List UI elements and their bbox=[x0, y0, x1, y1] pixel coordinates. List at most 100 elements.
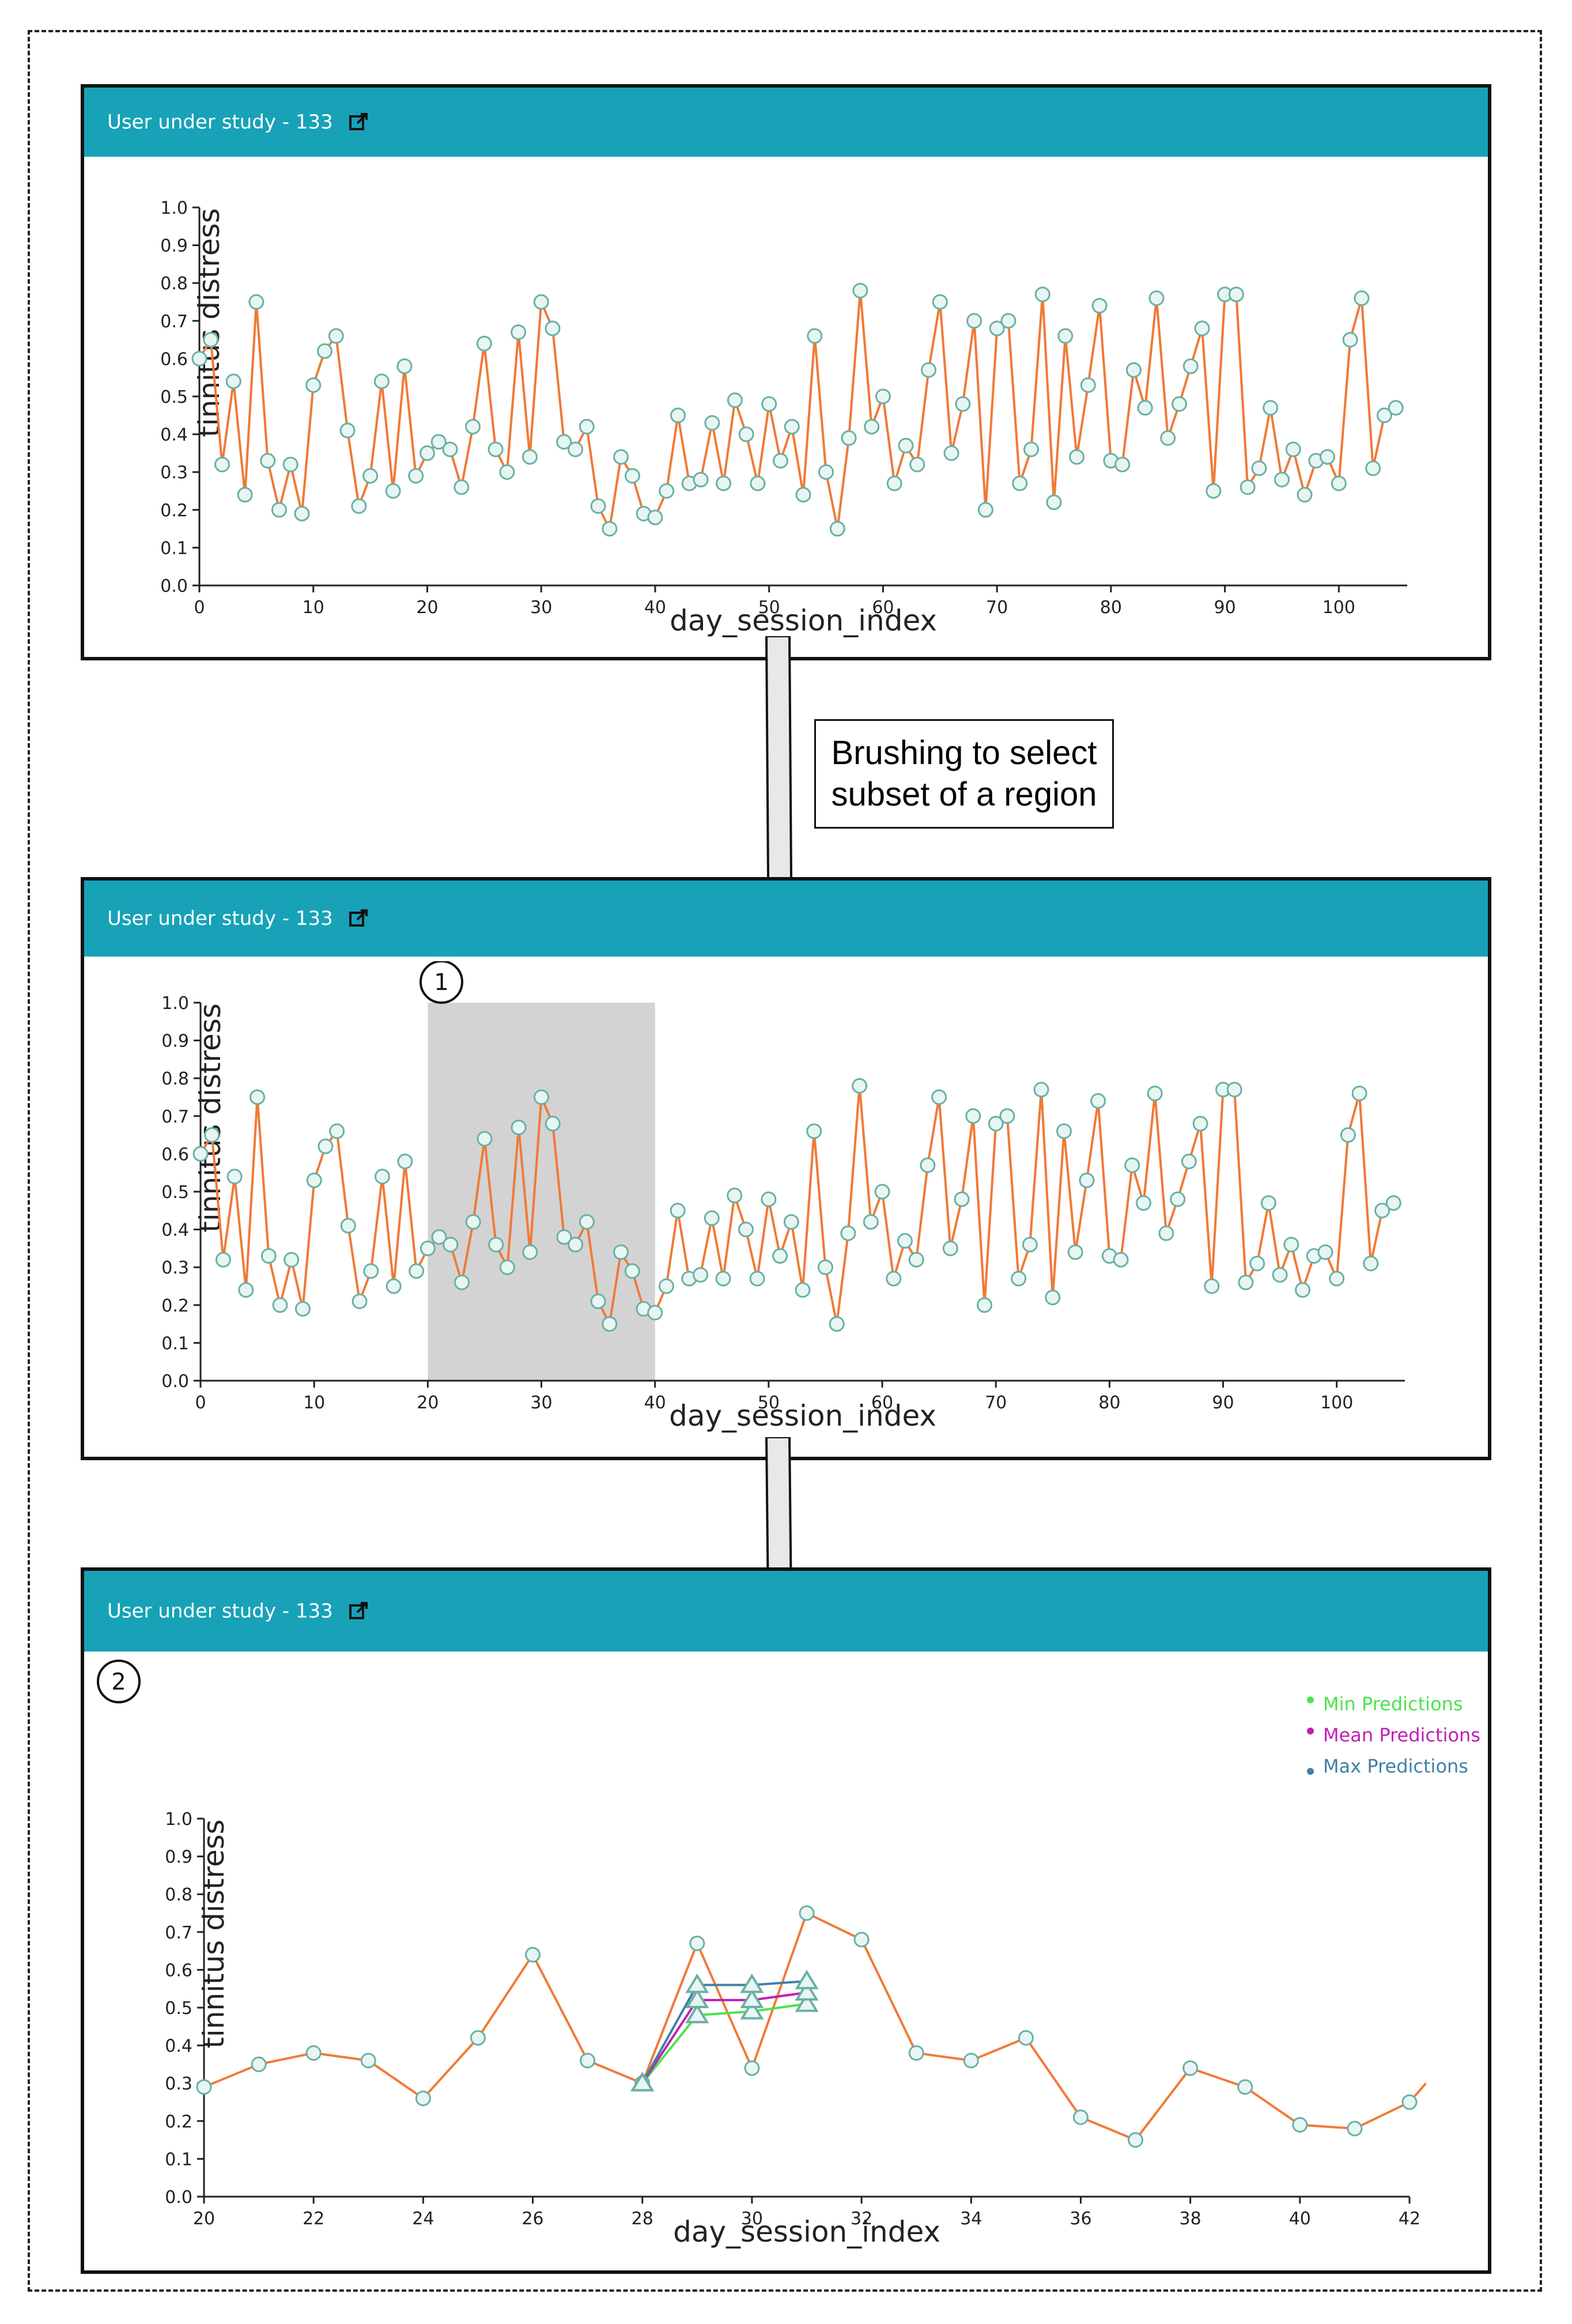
data-point[interactable] bbox=[1080, 377, 1096, 393]
data-point[interactable] bbox=[1011, 1271, 1027, 1287]
data-point[interactable] bbox=[1354, 290, 1370, 306]
data-point[interactable] bbox=[795, 1282, 811, 1298]
data-point[interactable] bbox=[360, 2053, 376, 2069]
data-point[interactable] bbox=[590, 1293, 606, 1309]
data-point[interactable] bbox=[1022, 1237, 1038, 1253]
data-point[interactable] bbox=[1340, 1127, 1356, 1143]
data-point[interactable] bbox=[659, 483, 675, 499]
data-point[interactable] bbox=[488, 441, 504, 458]
data-point[interactable] bbox=[1320, 449, 1336, 465]
data-point[interactable] bbox=[1385, 1195, 1401, 1211]
data-point[interactable] bbox=[908, 2045, 924, 2061]
data-point[interactable] bbox=[841, 430, 857, 446]
data-point[interactable] bbox=[989, 320, 1005, 337]
data-point[interactable] bbox=[977, 502, 993, 518]
data-point[interactable] bbox=[196, 2079, 212, 2095]
data-point[interactable] bbox=[738, 426, 754, 443]
data-point[interactable] bbox=[807, 328, 823, 344]
data-point[interactable] bbox=[1283, 1237, 1299, 1253]
data-point[interactable] bbox=[1363, 1256, 1379, 1272]
data-point[interactable] bbox=[966, 313, 983, 329]
data-point[interactable] bbox=[1136, 1195, 1152, 1211]
prediction-point-min[interactable] bbox=[740, 2000, 764, 2020]
data-point[interactable] bbox=[772, 453, 788, 469]
data-point[interactable] bbox=[397, 1154, 413, 1170]
data-point[interactable] bbox=[852, 282, 868, 298]
data-point[interactable] bbox=[454, 1274, 470, 1290]
data-point[interactable] bbox=[715, 1271, 731, 1287]
data-point[interactable] bbox=[1374, 1203, 1390, 1219]
data-point[interactable] bbox=[783, 1214, 799, 1230]
data-point[interactable] bbox=[932, 294, 948, 310]
data-point[interactable] bbox=[305, 377, 322, 393]
data-point[interactable] bbox=[534, 1089, 550, 1105]
data-point[interactable] bbox=[1274, 471, 1290, 488]
data-point[interactable] bbox=[908, 1252, 924, 1268]
data-point[interactable] bbox=[784, 418, 800, 434]
data-point[interactable] bbox=[817, 1259, 833, 1275]
data-point[interactable] bbox=[727, 392, 743, 409]
external-link-icon[interactable] bbox=[347, 111, 370, 134]
data-point[interactable] bbox=[1226, 1082, 1242, 1098]
data-point[interactable] bbox=[374, 1169, 390, 1185]
data-point[interactable] bbox=[545, 1116, 561, 1132]
data-point[interactable] bbox=[1012, 475, 1028, 492]
data-point[interactable] bbox=[362, 468, 379, 484]
data-point[interactable] bbox=[874, 1184, 890, 1200]
data-point[interactable] bbox=[556, 434, 572, 450]
data-point[interactable] bbox=[1228, 286, 1244, 303]
data-point[interactable] bbox=[1182, 358, 1199, 375]
data-point[interactable] bbox=[1113, 1252, 1129, 1268]
data-point[interactable] bbox=[1000, 313, 1016, 329]
data-point[interactable] bbox=[191, 350, 207, 366]
data-point[interactable] bbox=[545, 320, 561, 337]
data-point[interactable] bbox=[580, 2053, 596, 2069]
prediction-point-min[interactable] bbox=[685, 2004, 709, 2024]
data-point[interactable] bbox=[385, 483, 401, 499]
data-point[interactable] bbox=[875, 388, 891, 405]
data-point[interactable] bbox=[250, 1089, 266, 1105]
data-point[interactable] bbox=[238, 1282, 254, 1298]
data-point[interactable] bbox=[852, 1078, 868, 1094]
data-point[interactable] bbox=[294, 1301, 311, 1317]
prediction-point-mean[interactable] bbox=[685, 1989, 709, 2008]
data-point[interactable] bbox=[408, 468, 424, 484]
data-point[interactable] bbox=[260, 453, 276, 469]
data-point[interactable] bbox=[886, 1271, 902, 1287]
data-point[interactable] bbox=[1237, 2079, 1253, 2095]
data-point[interactable] bbox=[1114, 456, 1131, 473]
data-point[interactable] bbox=[853, 1932, 870, 1948]
data-point[interactable] bbox=[1125, 362, 1142, 378]
data-point[interactable] bbox=[976, 1297, 992, 1313]
data-point[interactable] bbox=[772, 1248, 788, 1264]
data-point[interactable] bbox=[386, 1278, 402, 1294]
data-point[interactable] bbox=[955, 396, 971, 412]
data-point[interactable] bbox=[305, 2045, 322, 2061]
data-point[interactable] bbox=[1204, 1278, 1220, 1294]
data-point[interactable] bbox=[897, 1233, 913, 1249]
data-point[interactable] bbox=[954, 1191, 970, 1207]
data-point[interactable] bbox=[1033, 1082, 1049, 1098]
data-point[interactable] bbox=[1069, 449, 1085, 465]
data-point[interactable] bbox=[1090, 1093, 1106, 1109]
data-point[interactable] bbox=[1285, 441, 1301, 458]
data-point[interactable] bbox=[226, 1169, 243, 1185]
data-point[interactable] bbox=[799, 1905, 815, 1921]
data-point[interactable] bbox=[1067, 1244, 1083, 1260]
data-point[interactable] bbox=[1331, 475, 1347, 492]
data-point[interactable] bbox=[260, 1248, 277, 1264]
data-point[interactable] bbox=[317, 343, 333, 359]
data-point[interactable] bbox=[704, 1210, 720, 1226]
data-point[interactable] bbox=[329, 1123, 345, 1139]
data-point[interactable] bbox=[898, 437, 914, 454]
data-point[interactable] bbox=[647, 1305, 663, 1321]
data-point[interactable] bbox=[1260, 1195, 1276, 1211]
data-point[interactable] bbox=[942, 1240, 958, 1256]
data-point[interactable] bbox=[409, 1263, 425, 1279]
data-point[interactable] bbox=[624, 1263, 640, 1279]
data-point[interactable] bbox=[1023, 441, 1039, 458]
data-point[interactable] bbox=[1317, 1244, 1333, 1260]
data-point[interactable] bbox=[909, 456, 925, 473]
data-point[interactable] bbox=[203, 332, 219, 348]
data-point[interactable] bbox=[373, 373, 390, 390]
